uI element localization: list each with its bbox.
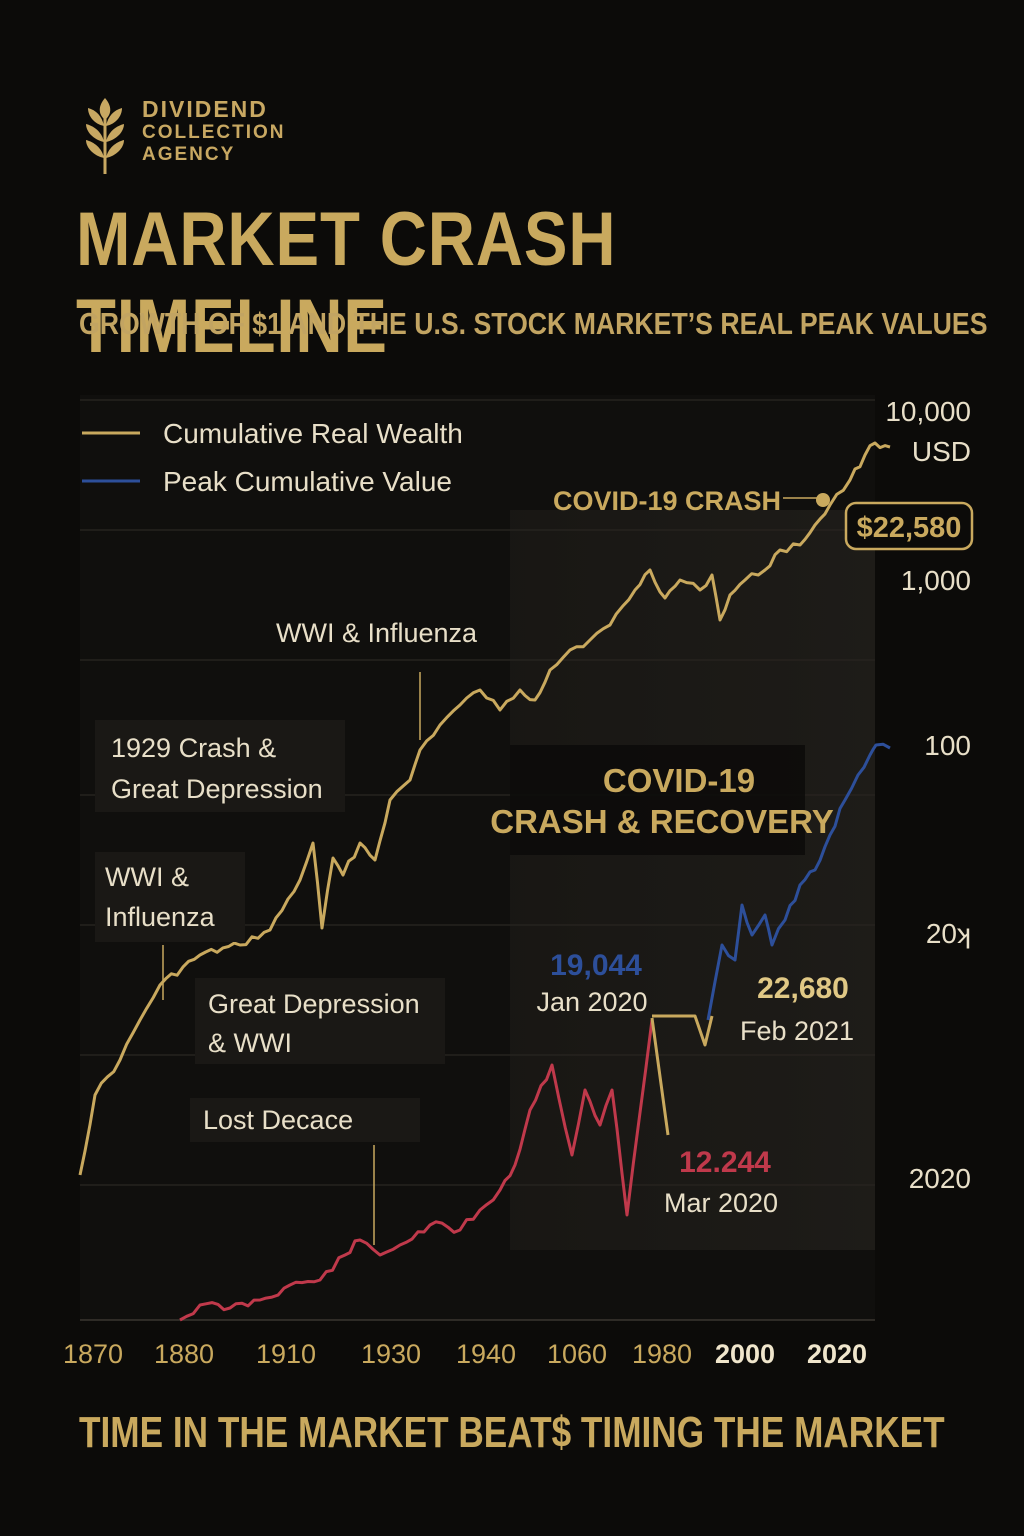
annotation-wwi-influenza-top: WWI & Influenza	[276, 618, 478, 648]
x-axis-ticks: 1870 1880 1910 1930 1940 1060 1980 2000 2020	[63, 1339, 867, 1369]
annotation-wwi-line2: Influenza	[105, 902, 216, 932]
annotation-19044-value: 19,044	[550, 949, 642, 982]
annotation-19044-date: Jan 2020	[536, 987, 647, 1017]
label-box-1929	[95, 720, 345, 812]
legend: Cumulative Real Wealth Peak Cumulative V…	[82, 418, 463, 497]
annotation-wwi-line1: WWI &	[105, 862, 189, 892]
series-peak-cumulative-value	[706, 742, 891, 1021]
annotation-22680-date: Feb 2021	[740, 1016, 854, 1046]
brand-name: DIVIDEND COLLECTION AGENCY	[142, 96, 286, 166]
y-tick-label: 100	[924, 730, 971, 761]
annotation-12244-date: Mar 2020	[664, 1188, 778, 1218]
y-tick-label: 1,000	[901, 565, 971, 596]
x-tick-label: 1930	[361, 1339, 421, 1369]
covid-connector-line	[650, 1014, 714, 1136]
y-tick-label: 20ʞ	[926, 918, 971, 949]
annotation-12244-value: 12.244	[679, 1146, 771, 1179]
brand-line-2: COLLECTION	[142, 122, 286, 144]
x-tick-label: 2020	[807, 1339, 867, 1369]
label-box-lost-decade	[190, 1098, 420, 1142]
series-drawdown	[179, 1019, 654, 1322]
x-tick-label: 2000	[715, 1339, 775, 1369]
highlight-panel	[510, 510, 875, 1250]
annotation-covid-recovery-line2: CRASH & RECOVERY	[490, 803, 834, 840]
x-tick-label: 1870	[63, 1339, 123, 1369]
annotation-covid-crash: COVID-19 CRASH	[553, 486, 781, 516]
annotation-great-depression-line2: & WWI	[208, 1028, 292, 1058]
annotation-lost-decade: Lost Decace	[203, 1105, 353, 1135]
x-tick-label: 1980	[632, 1339, 692, 1369]
y-axis-ticks: 10,000 USD 1,000 100 20ʞ 2020	[885, 396, 971, 1194]
legend-label-wealth: Cumulative Real Wealth	[163, 418, 463, 449]
wheat-icon	[86, 98, 124, 174]
annotation-22680-value: 22,680	[757, 972, 849, 1005]
annotation-1929-line1: 1929 Crash &	[111, 733, 276, 763]
annotation-1929-line2: Great Depression	[111, 774, 323, 804]
covid-crash-marker	[816, 493, 830, 507]
series-cumulative-real-wealth	[78, 441, 891, 1176]
x-tick-label: 1060	[547, 1339, 607, 1369]
brand-line-3: AGENCY	[142, 144, 236, 166]
annotation-great-depression-line1: Great Depression	[208, 989, 420, 1019]
page-title: MARKET CRASH TIMELINE	[76, 197, 617, 369]
footer-tagline: TIME IN THE MARKET BEAT$ TIMING THE MARK…	[79, 1408, 945, 1457]
page-subtitle: GROWTH OF $1 AND THE U.S. STOCK MARKET’S…	[79, 306, 988, 341]
y-tick-label: 2020	[909, 1163, 971, 1194]
annotation-covid-recovery-line1: COVID-19	[603, 762, 755, 799]
x-tick-label: 1880	[154, 1339, 214, 1369]
label-box-covid-recovery	[510, 745, 805, 855]
x-tick-label: 1910	[256, 1339, 316, 1369]
x-tick-label: 1940	[456, 1339, 516, 1369]
y-tick-label: 10,000	[885, 396, 971, 427]
legend-label-peak: Peak Cumulative Value	[163, 466, 452, 497]
value-badge	[844, 501, 974, 551]
label-box-wwi	[95, 852, 245, 942]
brand-logo: DIVIDEND COLLECTION AGENCY	[80, 86, 286, 176]
y-tick-label: USD	[912, 436, 971, 467]
value-badge-text: $22,580	[857, 512, 962, 544]
brand-line-1: DIVIDEND	[142, 95, 268, 122]
label-box-great-depression	[195, 978, 445, 1064]
